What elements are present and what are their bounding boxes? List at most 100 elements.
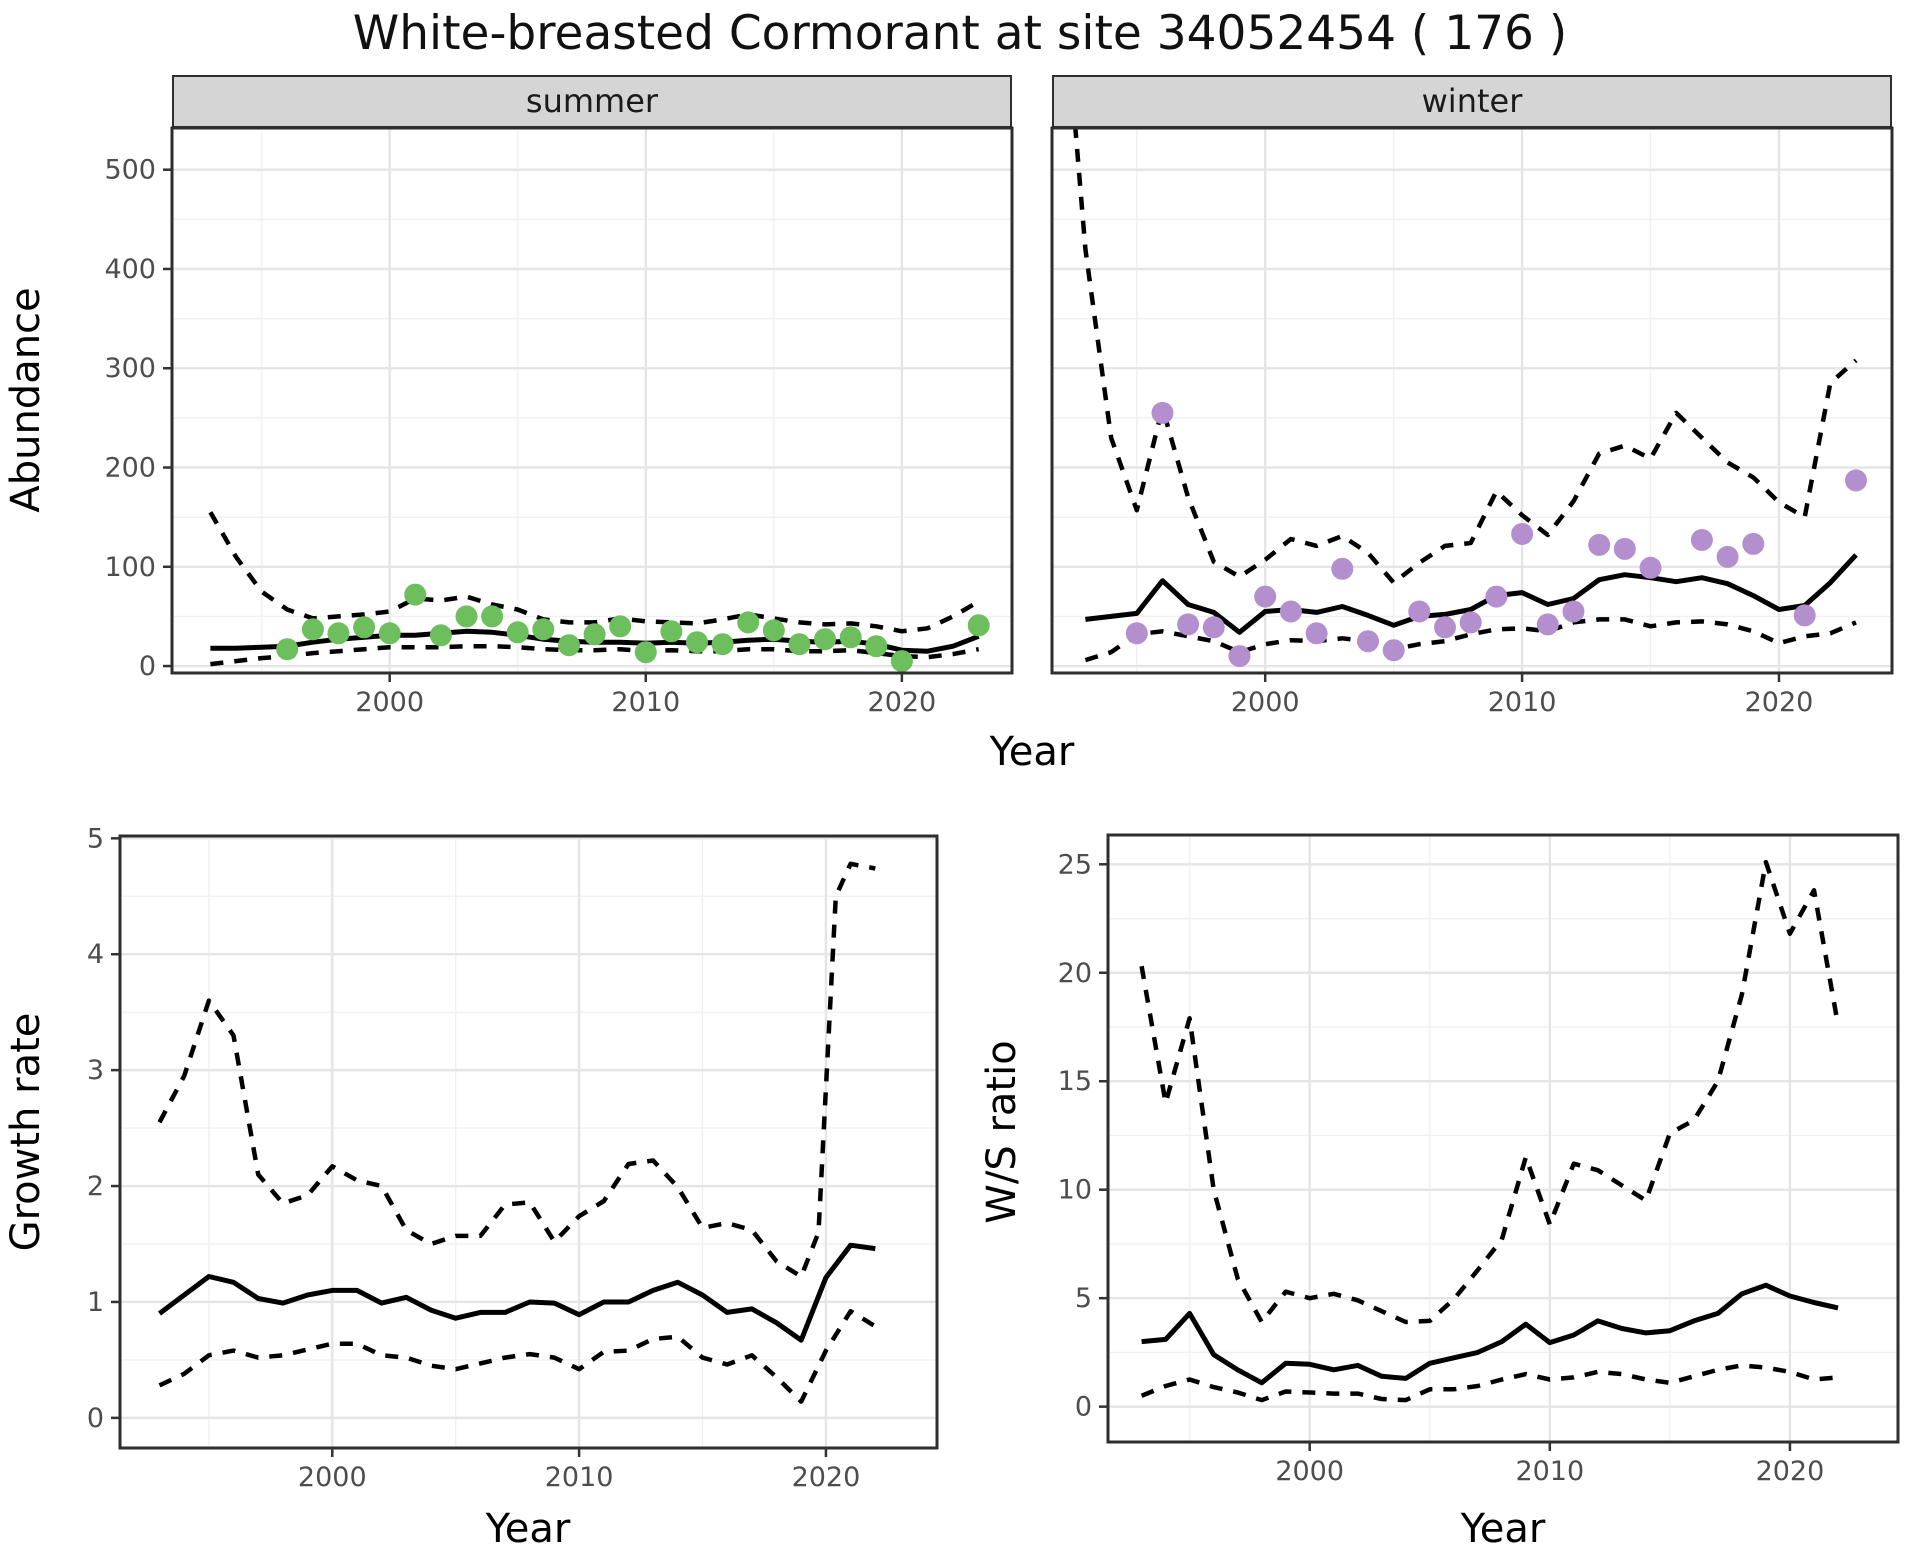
- y-tick-label: 300: [104, 353, 156, 384]
- panel-background: [120, 836, 937, 1448]
- panel-ws-ratio: 2000 2010 2020 0 5 10 15 20 25: [1058, 833, 1900, 1487]
- y-tick-label: 5: [1075, 1283, 1092, 1314]
- y-tick-label: 20: [1058, 958, 1092, 989]
- upper-ci-line: [208, 511, 980, 634]
- observed-point: [865, 635, 888, 658]
- chart-title: White-breasted Cormorant at site 3405245…: [352, 6, 1568, 61]
- x-axis-title-year-bottom-right: Year: [1460, 1506, 1546, 1552]
- facet-strip-label: summer: [525, 82, 659, 120]
- x-tick-label: 2000: [1231, 687, 1300, 718]
- lower-ci-line: [158, 1308, 877, 1404]
- observed-point: [506, 621, 529, 644]
- y-axis-title-abundance: Abundance: [3, 287, 49, 513]
- observed-point: [276, 638, 299, 661]
- observed-point: [1459, 611, 1482, 634]
- x-tick-label: 2000: [1275, 1456, 1344, 1487]
- x-tick-label: 2020: [1745, 687, 1814, 718]
- observed-point: [481, 605, 504, 628]
- x-tick-label: 2010: [545, 1462, 614, 1493]
- observed-point: [1254, 585, 1277, 608]
- observed-point: [1485, 585, 1508, 608]
- y-tick-label: 3: [87, 1055, 104, 1086]
- x-tick-label: 2020: [868, 687, 937, 718]
- y-tick-label: 1: [87, 1287, 104, 1318]
- upper-ci-line: [157, 861, 876, 1279]
- panel-growth-rate: 2000 2010 2020 0 1 2 3 4 5: [87, 823, 939, 1493]
- observed-point: [532, 618, 555, 641]
- panel-border: [1050, 126, 1894, 675]
- observed-point: [1690, 529, 1713, 551]
- panel-background: [172, 128, 1012, 673]
- y-axis-title-ws-ratio: W/S ratio: [979, 1040, 1025, 1224]
- observed-point: [327, 622, 350, 645]
- observed-point: [634, 641, 657, 664]
- observed-point: [1305, 622, 1328, 645]
- x-axis-title-year-bottom-left: Year: [485, 1506, 571, 1552]
- median-line: [1085, 553, 1858, 635]
- observed-point: [609, 615, 632, 638]
- facet-strip-label: winter: [1421, 82, 1523, 120]
- x-tick-label: 2020: [792, 1462, 861, 1493]
- lower-ci-line: [1140, 1363, 1839, 1403]
- observed-point: [1716, 545, 1739, 568]
- observed-point: [1793, 604, 1816, 627]
- observed-point: [1408, 600, 1431, 623]
- observed-point: [1151, 401, 1174, 424]
- upper-ci-line: [1073, 128, 1858, 585]
- panel-background: [1052, 128, 1892, 673]
- observed-point: [1125, 622, 1148, 645]
- x-tick-label: 2010: [1488, 687, 1557, 718]
- observed-point: [301, 618, 324, 641]
- observed-point: [1228, 645, 1251, 668]
- observed-point: [1639, 556, 1662, 579]
- lower-ci-line: [1084, 617, 1857, 663]
- y-tick-label: 0: [87, 1403, 104, 1434]
- panel-border: [170, 126, 1014, 675]
- y-tick-label: 0: [1075, 1392, 1092, 1423]
- x-tick-label: 2010: [611, 687, 680, 718]
- median-line: [1141, 1282, 1839, 1386]
- x-tick-label: 2010: [1515, 1456, 1584, 1487]
- observed-point: [1434, 616, 1456, 639]
- panel-background: [1108, 835, 1898, 1442]
- facet-strip-summer: summer: [172, 75, 1012, 128]
- observed-point: [839, 626, 862, 649]
- median-line: [158, 1242, 876, 1343]
- y-tick-label: 200: [104, 453, 156, 484]
- y-tick-label: 4: [87, 939, 104, 970]
- observed-point: [583, 623, 606, 646]
- y-tick-label: 15: [1058, 1066, 1092, 1097]
- observed-point: [890, 650, 913, 673]
- upper-ci-line: [1139, 859, 1841, 1325]
- observed-point: [429, 624, 452, 647]
- observed-point: [1331, 557, 1354, 580]
- observed-point: [788, 633, 811, 656]
- lower-ci-line: [210, 643, 980, 667]
- panel-border: [118, 834, 939, 1450]
- observed-point: [378, 622, 401, 645]
- x-tick-label: 2000: [355, 687, 424, 718]
- observed-point: [737, 611, 760, 634]
- observed-point: [814, 628, 836, 651]
- observed-point: [762, 619, 785, 642]
- observed-point: [1742, 532, 1765, 555]
- observed-point: [558, 634, 580, 657]
- y-tick-label: 400: [104, 254, 156, 285]
- panel-border: [1106, 833, 1900, 1444]
- y-tick-label: 25: [1058, 849, 1092, 880]
- observed-point: [711, 633, 734, 656]
- observed-point: [660, 620, 683, 643]
- observed-point: [1177, 613, 1200, 636]
- observed-point: [455, 605, 478, 628]
- observed-point: [1202, 616, 1225, 639]
- y-tick-label: 10: [1058, 1175, 1092, 1206]
- observed-point: [353, 616, 376, 639]
- observed-point: [1588, 533, 1611, 556]
- y-tick-label: 100: [104, 552, 156, 583]
- observed-point: [686, 631, 708, 654]
- observed-point: [404, 583, 427, 606]
- x-tick-label: 2000: [298, 1462, 367, 1493]
- observed-point: [1613, 537, 1636, 560]
